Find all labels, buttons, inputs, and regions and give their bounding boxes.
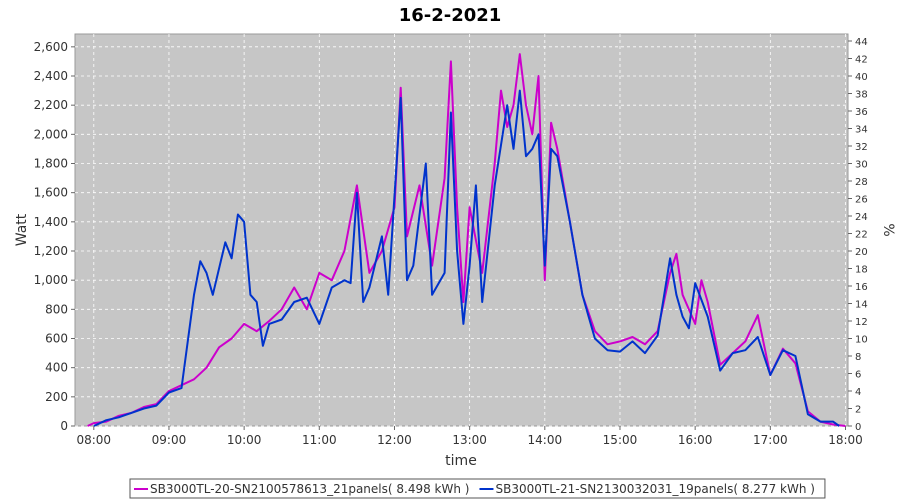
y2-tick-label: 12: [855, 317, 868, 328]
y2-tick-label: 10: [855, 335, 868, 346]
y2-tick-label: 8: [855, 352, 861, 363]
legend-box: [129, 478, 826, 499]
x-tick-label: 15:00: [603, 433, 638, 447]
legend-label: SB3000TL-21-SN2130032031_19panels( 8.277…: [495, 482, 814, 496]
y-tick-label: 2,400: [34, 69, 68, 83]
y-axis-label: Watt: [14, 213, 30, 246]
y2-tick-label: 26: [855, 195, 868, 206]
x-tick-label: 12:00: [377, 433, 412, 447]
x-tick-label: 11:00: [302, 433, 337, 447]
y2-tick-label: 6: [855, 370, 861, 381]
series-line: [87, 53, 846, 427]
y2-tick-label: 4: [855, 387, 861, 398]
y-tick-label: 0: [60, 419, 68, 433]
x-tick-label: 18:00: [828, 433, 863, 447]
y-tick-label: 2,600: [34, 40, 68, 54]
y2-tick-label: 0: [855, 422, 861, 433]
y2-tick-label: 32: [855, 142, 868, 153]
series-line: [93, 89, 840, 427]
y-tick-label: 1,200: [34, 244, 68, 258]
y-tick-label: 800: [45, 302, 68, 316]
x-tick-label: 16:00: [678, 433, 713, 447]
y2-tick-label: 2: [855, 405, 861, 416]
y-tick-label: 2,000: [34, 127, 68, 141]
y2-tick-label: 24: [855, 212, 868, 223]
y-tick-label: 1,000: [34, 273, 68, 287]
y-tick-label: 1,600: [34, 186, 68, 200]
y-tick-label: 200: [45, 390, 68, 404]
x-axis-label: time: [445, 453, 477, 469]
y2-tick-label: 16: [855, 282, 868, 293]
chart-title: 16-2-2021: [399, 5, 502, 26]
legend-label: SB3000TL-20-SN2100578613_21panels( 8.498…: [150, 482, 469, 496]
x-tick-label: 10:00: [227, 433, 262, 447]
y2-tick-label: 14: [855, 300, 868, 311]
x-tick-label: 09:00: [152, 433, 187, 447]
y2-tick-label: 30: [855, 160, 868, 171]
y2-axis-label: %: [880, 223, 896, 236]
y-tick-label: 1,400: [34, 215, 68, 229]
y-tick-label: 2,200: [34, 98, 68, 112]
y2-tick-label: 22: [855, 230, 868, 241]
y2-tick-label: 18: [855, 265, 868, 276]
y2-tick-label: 40: [855, 72, 868, 83]
y2-tick-label: 42: [855, 55, 868, 66]
x-tick-label: 14:00: [528, 433, 563, 447]
y2-tick-label: 38: [855, 90, 868, 101]
plot-area: [74, 33, 849, 427]
x-tick-label: 13:00: [452, 433, 487, 447]
x-tick-label: 17:00: [753, 433, 788, 447]
y2-tick-label: 44: [855, 37, 868, 48]
y2-tick-label: 36: [855, 107, 868, 118]
y-tick-label: 1,800: [34, 157, 68, 171]
y2-tick-label: 20: [855, 247, 868, 258]
y-tick-label: 600: [45, 332, 68, 346]
y2-tick-label: 28: [855, 177, 868, 188]
y-tick-label: 400: [45, 361, 68, 375]
x-tick-label: 08:00: [76, 433, 111, 447]
legend: SB3000TL-20-SN2100578613_21panels( 8.498…: [129, 478, 826, 499]
y2-tick-label: 34: [855, 125, 868, 136]
